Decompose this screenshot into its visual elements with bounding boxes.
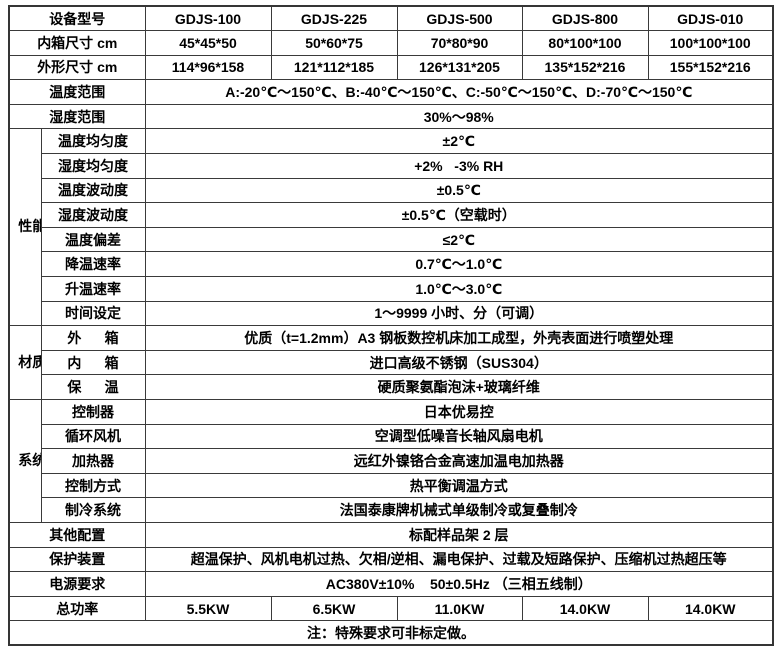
spec-value: 硬质聚氨酯泡沫+玻璃纤维 [144,374,774,400]
model-cell: GDJS-500 [396,5,523,32]
spec-value: 126*131*205 [396,54,523,81]
spec-value: 1.0℃～3.0℃ [144,276,774,302]
spec-value: 空调型低噪音长轴风扇电机 [144,423,774,450]
spec-label: 湿度均匀度 [40,153,146,179]
group-label-material: 材质 [8,325,42,400]
note-text: 注：特殊要求可非标定做。 [8,620,774,646]
row-system: 制冷系统 法国泰康牌机械式单级制冷或复叠制冷 [9,497,774,523]
spec-label: 湿度范围 [8,103,146,130]
row-power-supply: 电源要求 AC380V±10% 50±0.5Hz （三相五线制） [8,571,774,597]
spec-value: ±0.5℃ [144,177,774,204]
row-outer-size: 外形尺寸 cm 114*96*158 121*112*185 126*131*2… [8,54,774,81]
spec-value: 远红外镍铬合金高速加温电加热器 [144,448,774,474]
spec-value: 135*152*216 [521,54,649,81]
spec-value: 114*96*158 [144,54,272,81]
spec-label: 控制方式 [40,472,146,499]
spec-label: 内箱尺寸 cm [8,30,146,56]
spec-label: 其他配置 [8,521,146,548]
spec-value: 121*112*185 [270,54,398,81]
group-label-system: 系统 [8,399,42,523]
spec-value: 100*100*100 [647,30,774,56]
spec-label: 控制器 [40,399,146,425]
row-note: 注：特殊要求可非标定做。 [8,620,774,646]
spec-value: 标配样品架 2 层 [144,521,774,548]
spec-table: 设备型号 GDJS-100 GDJS-225 GDJS-500 GDJS-800… [8,5,774,647]
row-system: 控制方式 热平衡调温方式 [9,472,774,499]
spec-label: 保护装置 [8,546,146,573]
spec-value: 14.0KW [647,595,774,622]
spec-value: 日本优易控 [144,399,774,425]
row-inner-size: 内箱尺寸 cm 45*45*50 50*60*75 70*80*90 80*10… [8,30,774,56]
row-temp-range: 温度范围 A:-20℃～150℃、B:-40℃～150℃、C:-50℃～150℃… [8,79,774,105]
model-cell: GDJS-800 [521,5,649,32]
spec-value: AC380V±10% 50±0.5Hz （三相五线制） [144,571,774,597]
spec-value: 80*100*100 [521,30,649,56]
row-material: 保 温 硬质聚氨酯泡沫+玻璃纤维 [9,374,774,400]
row-performance: 性能 温度均匀度 ±2℃ [8,128,774,327]
spec-value: A:-20℃～150℃、B:-40℃～150℃、C:-50℃～150℃、D:-7… [144,79,774,105]
row-device-model: 设备型号 GDJS-100 GDJS-225 GDJS-500 GDJS-800… [8,5,774,32]
spec-label: 升温速率 [40,276,146,302]
spec-label: 温度波动度 [40,177,146,204]
spec-value: 进口高级不锈钢（SUS304） [144,349,774,376]
spec-value: 热平衡调温方式 [144,472,774,499]
row-performance: 时间设定 1～9999 小时、分（可调） [9,300,774,327]
spec-value: 6.5KW [270,595,398,622]
row-protection: 保护装置 超温保护、风机电机过热、欠相/逆相、漏电保护、过载及短路保护、压缩机过… [8,546,774,573]
spec-value: 超温保护、风机电机过热、欠相/逆相、漏电保护、过载及短路保护、压缩机过热超压等 [144,546,774,573]
model-cell: GDJS-010 [647,5,774,32]
spec-value: 优质（t=1.2mm）A3 钢板数控机床加工成型，外壳表面进行喷塑处理 [144,325,774,351]
model-cell: GDJS-100 [144,5,272,32]
spec-value: 11.0KW [396,595,523,622]
spec-label: 温度均匀度 [40,128,146,155]
spec-value: +2% -3% RH [144,153,774,179]
row-performance: 温度偏差 ≤2℃ [9,226,774,253]
spec-value: 155*152*216 [647,54,774,81]
spec-label: 外形尺寸 cm [8,54,146,81]
group-label-performance: 性能 [8,128,42,327]
spec-value: ≤2℃ [144,226,774,253]
spec-value: 1～9999 小时、分（可调） [144,300,774,327]
row-performance: 温度波动度 ±0.5℃ [9,177,774,204]
spec-label: 温度范围 [8,79,146,105]
row-system: 系统 控制器 日本优易控 [8,399,774,523]
row-performance: 湿度波动度 ±0.5℃（空载时） [9,202,774,228]
spec-value: 30%～98% [144,103,774,130]
spec-value: 14.0KW [521,595,649,622]
spec-label: 时间设定 [40,300,146,327]
spec-value: 70*80*90 [396,30,523,56]
row-system: 加热器 远红外镍铬合金高速加温电加热器 [9,448,774,474]
spec-value: 5.5KW [144,595,272,622]
row-performance: 升温速率 1.0℃～3.0℃ [9,276,774,302]
spec-label: 外 箱 [40,325,146,351]
spec-value: 45*45*50 [144,30,272,56]
spec-label: 循环风机 [40,423,146,450]
spec-value: ±2℃ [144,128,774,155]
spec-label: 制冷系统 [40,497,146,523]
row-performance: 降温速率 0.7℃～1.0℃ [9,251,774,278]
row-material: 材质 外 箱 优质（t=1.2mm）A3 钢板数控机床加工成型，外壳表面进行喷塑… [8,325,774,400]
spec-label: 湿度波动度 [40,202,146,228]
row-other-config: 其他配置 标配样品架 2 层 [8,521,774,548]
spec-label: 电源要求 [8,571,146,597]
spec-label: 内 箱 [40,349,146,376]
spec-label: 加热器 [40,448,146,474]
model-cell: GDJS-225 [270,5,398,32]
spec-label: 温度偏差 [40,226,146,253]
spec-label: 总功率 [8,595,146,622]
row-system: 循环风机 空调型低噪音长轴风扇电机 [9,423,774,450]
spec-label: 保 温 [40,374,146,400]
row-material: 内 箱 进口高级不锈钢（SUS304） [9,349,774,376]
device-model-label: 设备型号 [8,5,146,32]
spec-value: ±0.5℃（空载时） [144,202,774,228]
row-total-power: 总功率 5.5KW 6.5KW 11.0KW 14.0KW 14.0KW [8,595,774,622]
spec-value: 法国泰康牌机械式单级制冷或复叠制冷 [144,497,774,523]
row-humidity-range: 湿度范围 30%～98% [8,103,774,130]
spec-value: 50*60*75 [270,30,398,56]
spec-label: 降温速率 [40,251,146,278]
spec-value: 0.7℃～1.0℃ [144,251,774,278]
row-performance: 湿度均匀度 +2% -3% RH [9,153,774,179]
